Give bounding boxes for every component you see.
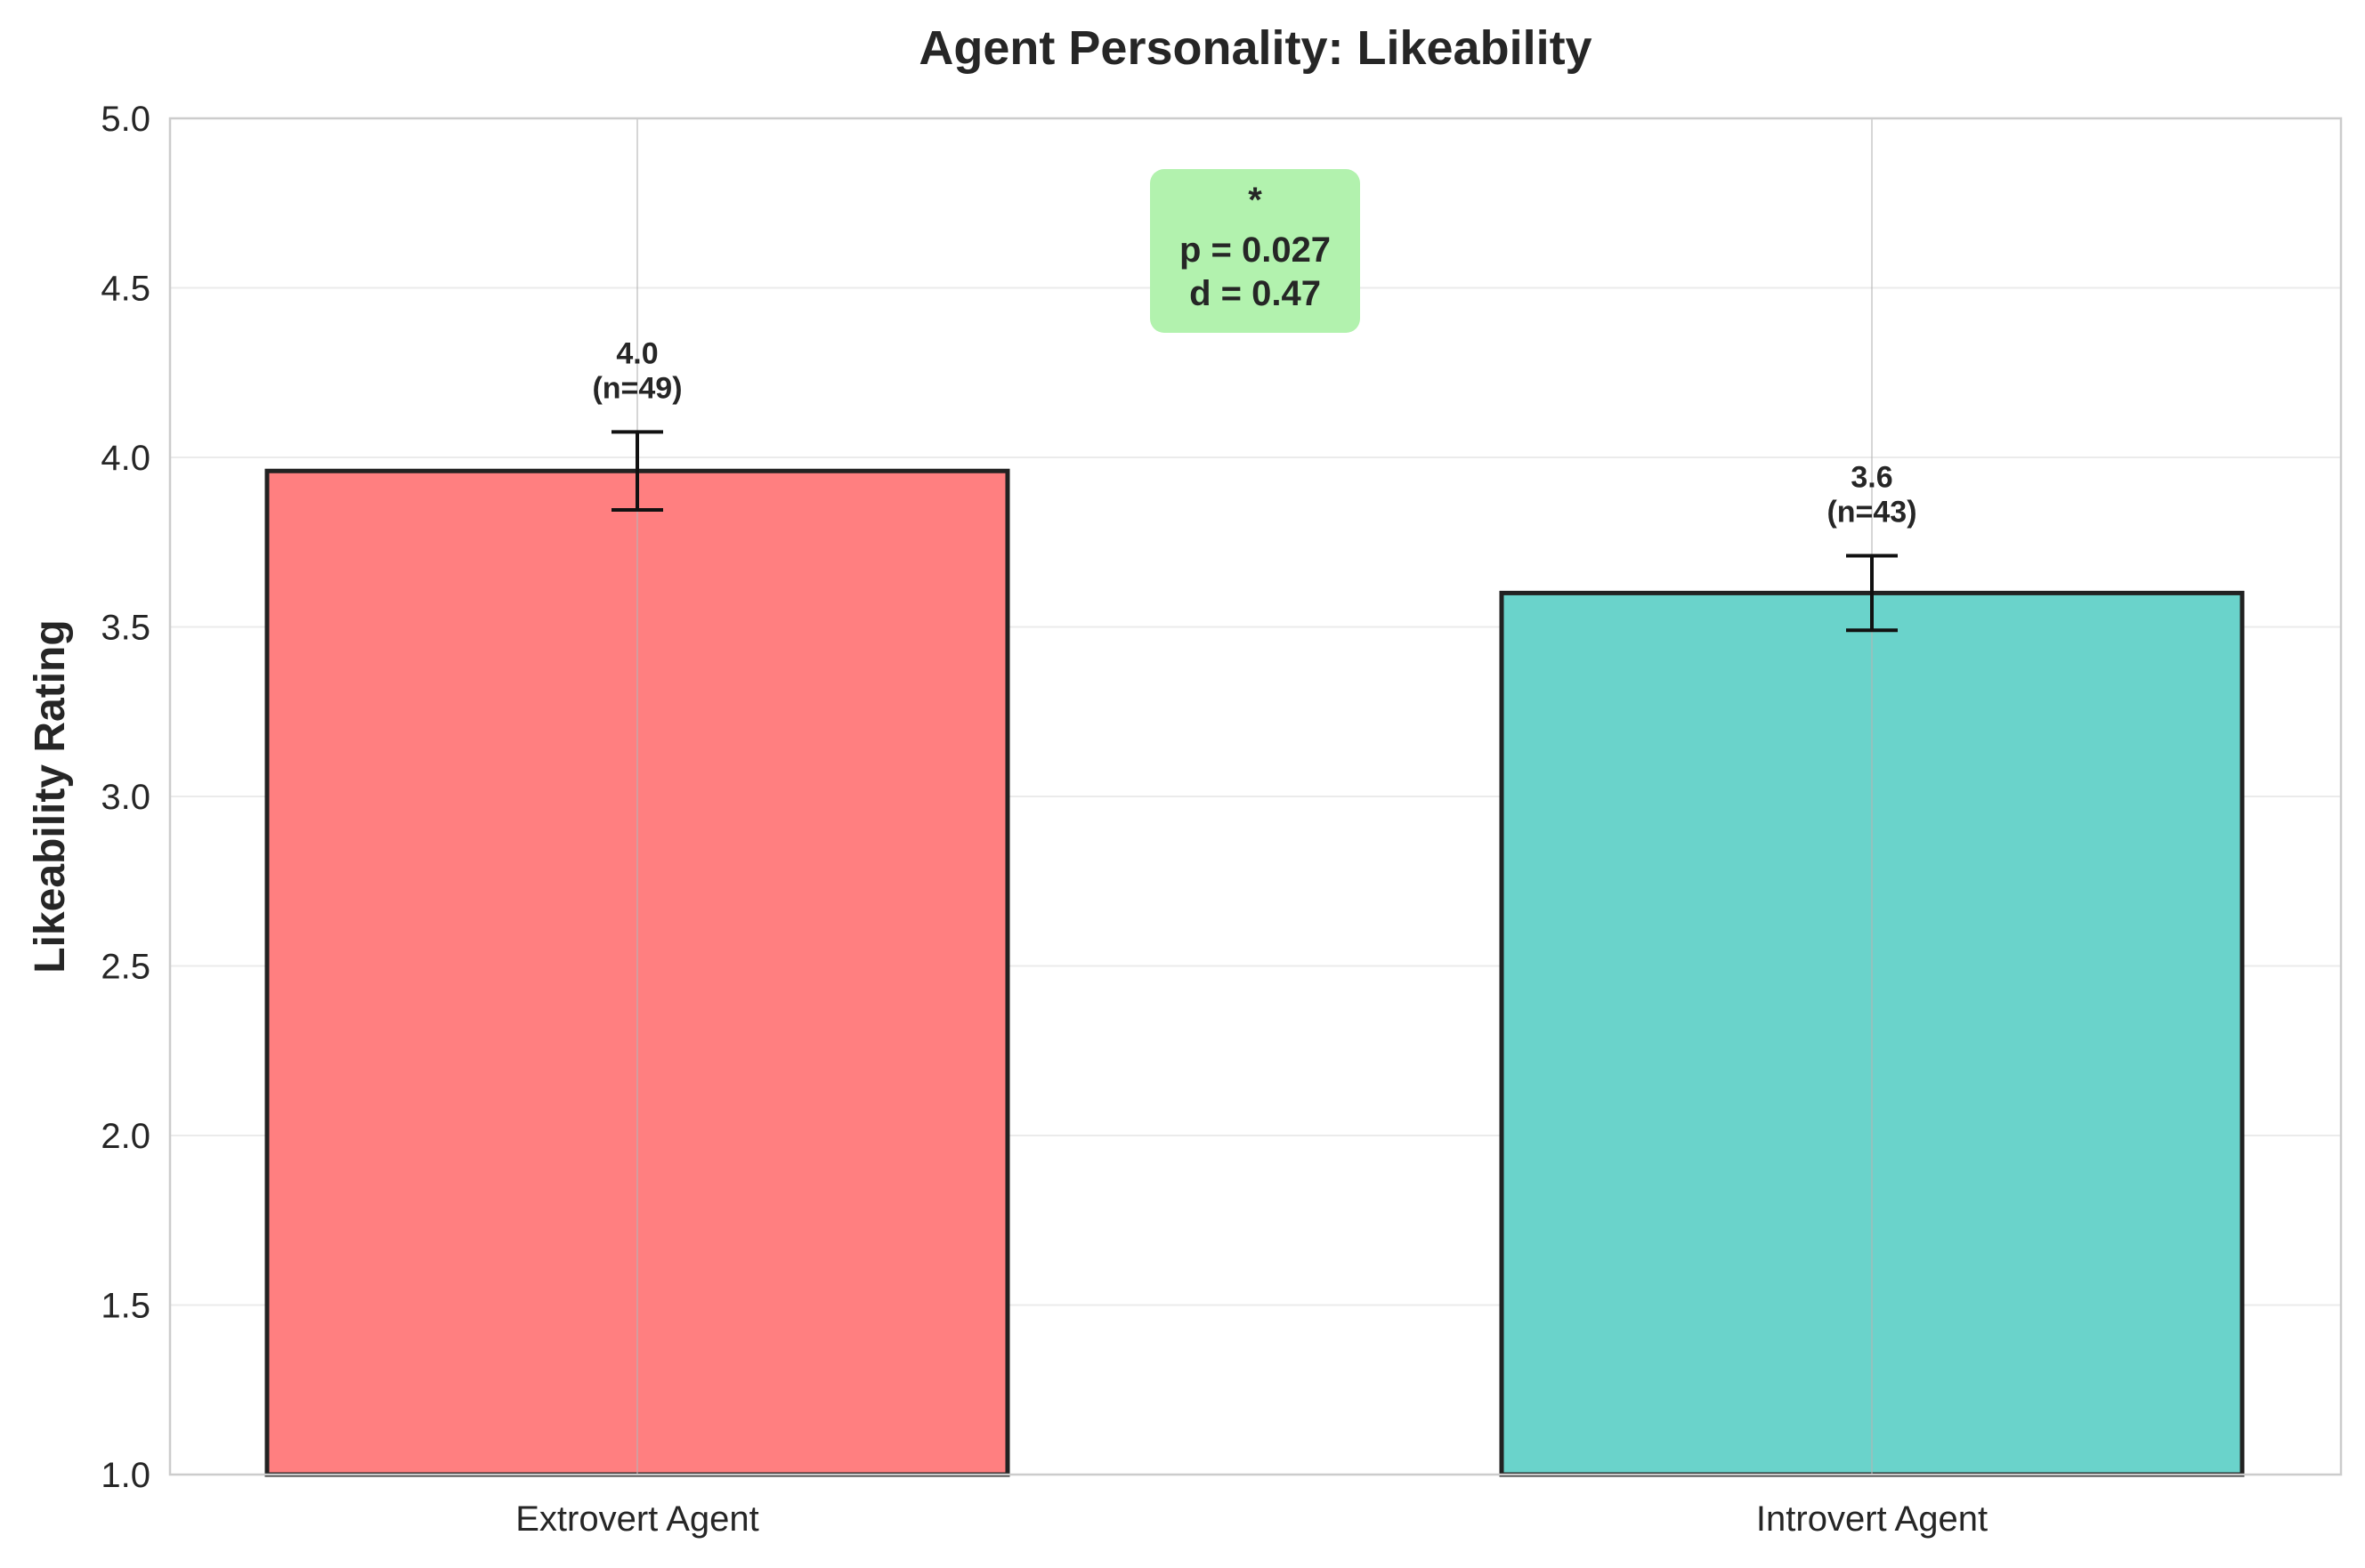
x-tick-label: Extrovert Agent: [515, 1499, 758, 1539]
y-tick-label: 1.5: [101, 1287, 150, 1326]
y-tick-label: 4.5: [101, 270, 150, 309]
error-bars: [611, 430, 1898, 633]
bar-value-labels: 4.0(n=49) 3.6(n=43): [592, 336, 1916, 529]
y-tick-label: 1.0: [101, 1456, 150, 1495]
y-tick-label: 4.0: [101, 439, 150, 478]
error-bar: [1846, 554, 1898, 633]
y-tick-label: 3.5: [101, 609, 150, 648]
annotation-line: p = 0.027: [1179, 230, 1331, 270]
x-tick-label: Introvert Agent: [1756, 1499, 1988, 1539]
chart-title: Agent Personality: Likeability: [919, 21, 1592, 75]
y-tick-label: 2.5: [101, 948, 150, 987]
significance-annotation: * p = 0.027 d = 0.47: [1150, 169, 1360, 333]
bar-value-label: 3.6: [1851, 460, 1892, 494]
plot-frame: [168, 117, 2343, 1476]
bar-n-label: (n=49): [592, 371, 682, 405]
y-tick-label: 2.0: [101, 1117, 150, 1156]
vertical-grid-lines: [636, 118, 1873, 1475]
x-tick-labels: Extrovert Agent Introvert Agent: [515, 1499, 1988, 1539]
error-bar: [611, 430, 663, 513]
annotation-box: [1150, 169, 1360, 333]
annotation-line: *: [1248, 181, 1262, 220]
annotation-line: d = 0.47: [1189, 274, 1321, 313]
y-tick-labels: 1.0 1.5 2.0 2.5 3.0 3.5 4.0 4.5 5.0: [101, 100, 150, 1495]
y-tick-label: 3.0: [101, 778, 150, 817]
bar-n-label: (n=43): [1826, 495, 1916, 529]
bar-value-label: 4.0: [616, 336, 658, 370]
y-axis-label: Likeability Rating: [27, 619, 74, 973]
y-tick-label: 5.0: [101, 100, 150, 139]
